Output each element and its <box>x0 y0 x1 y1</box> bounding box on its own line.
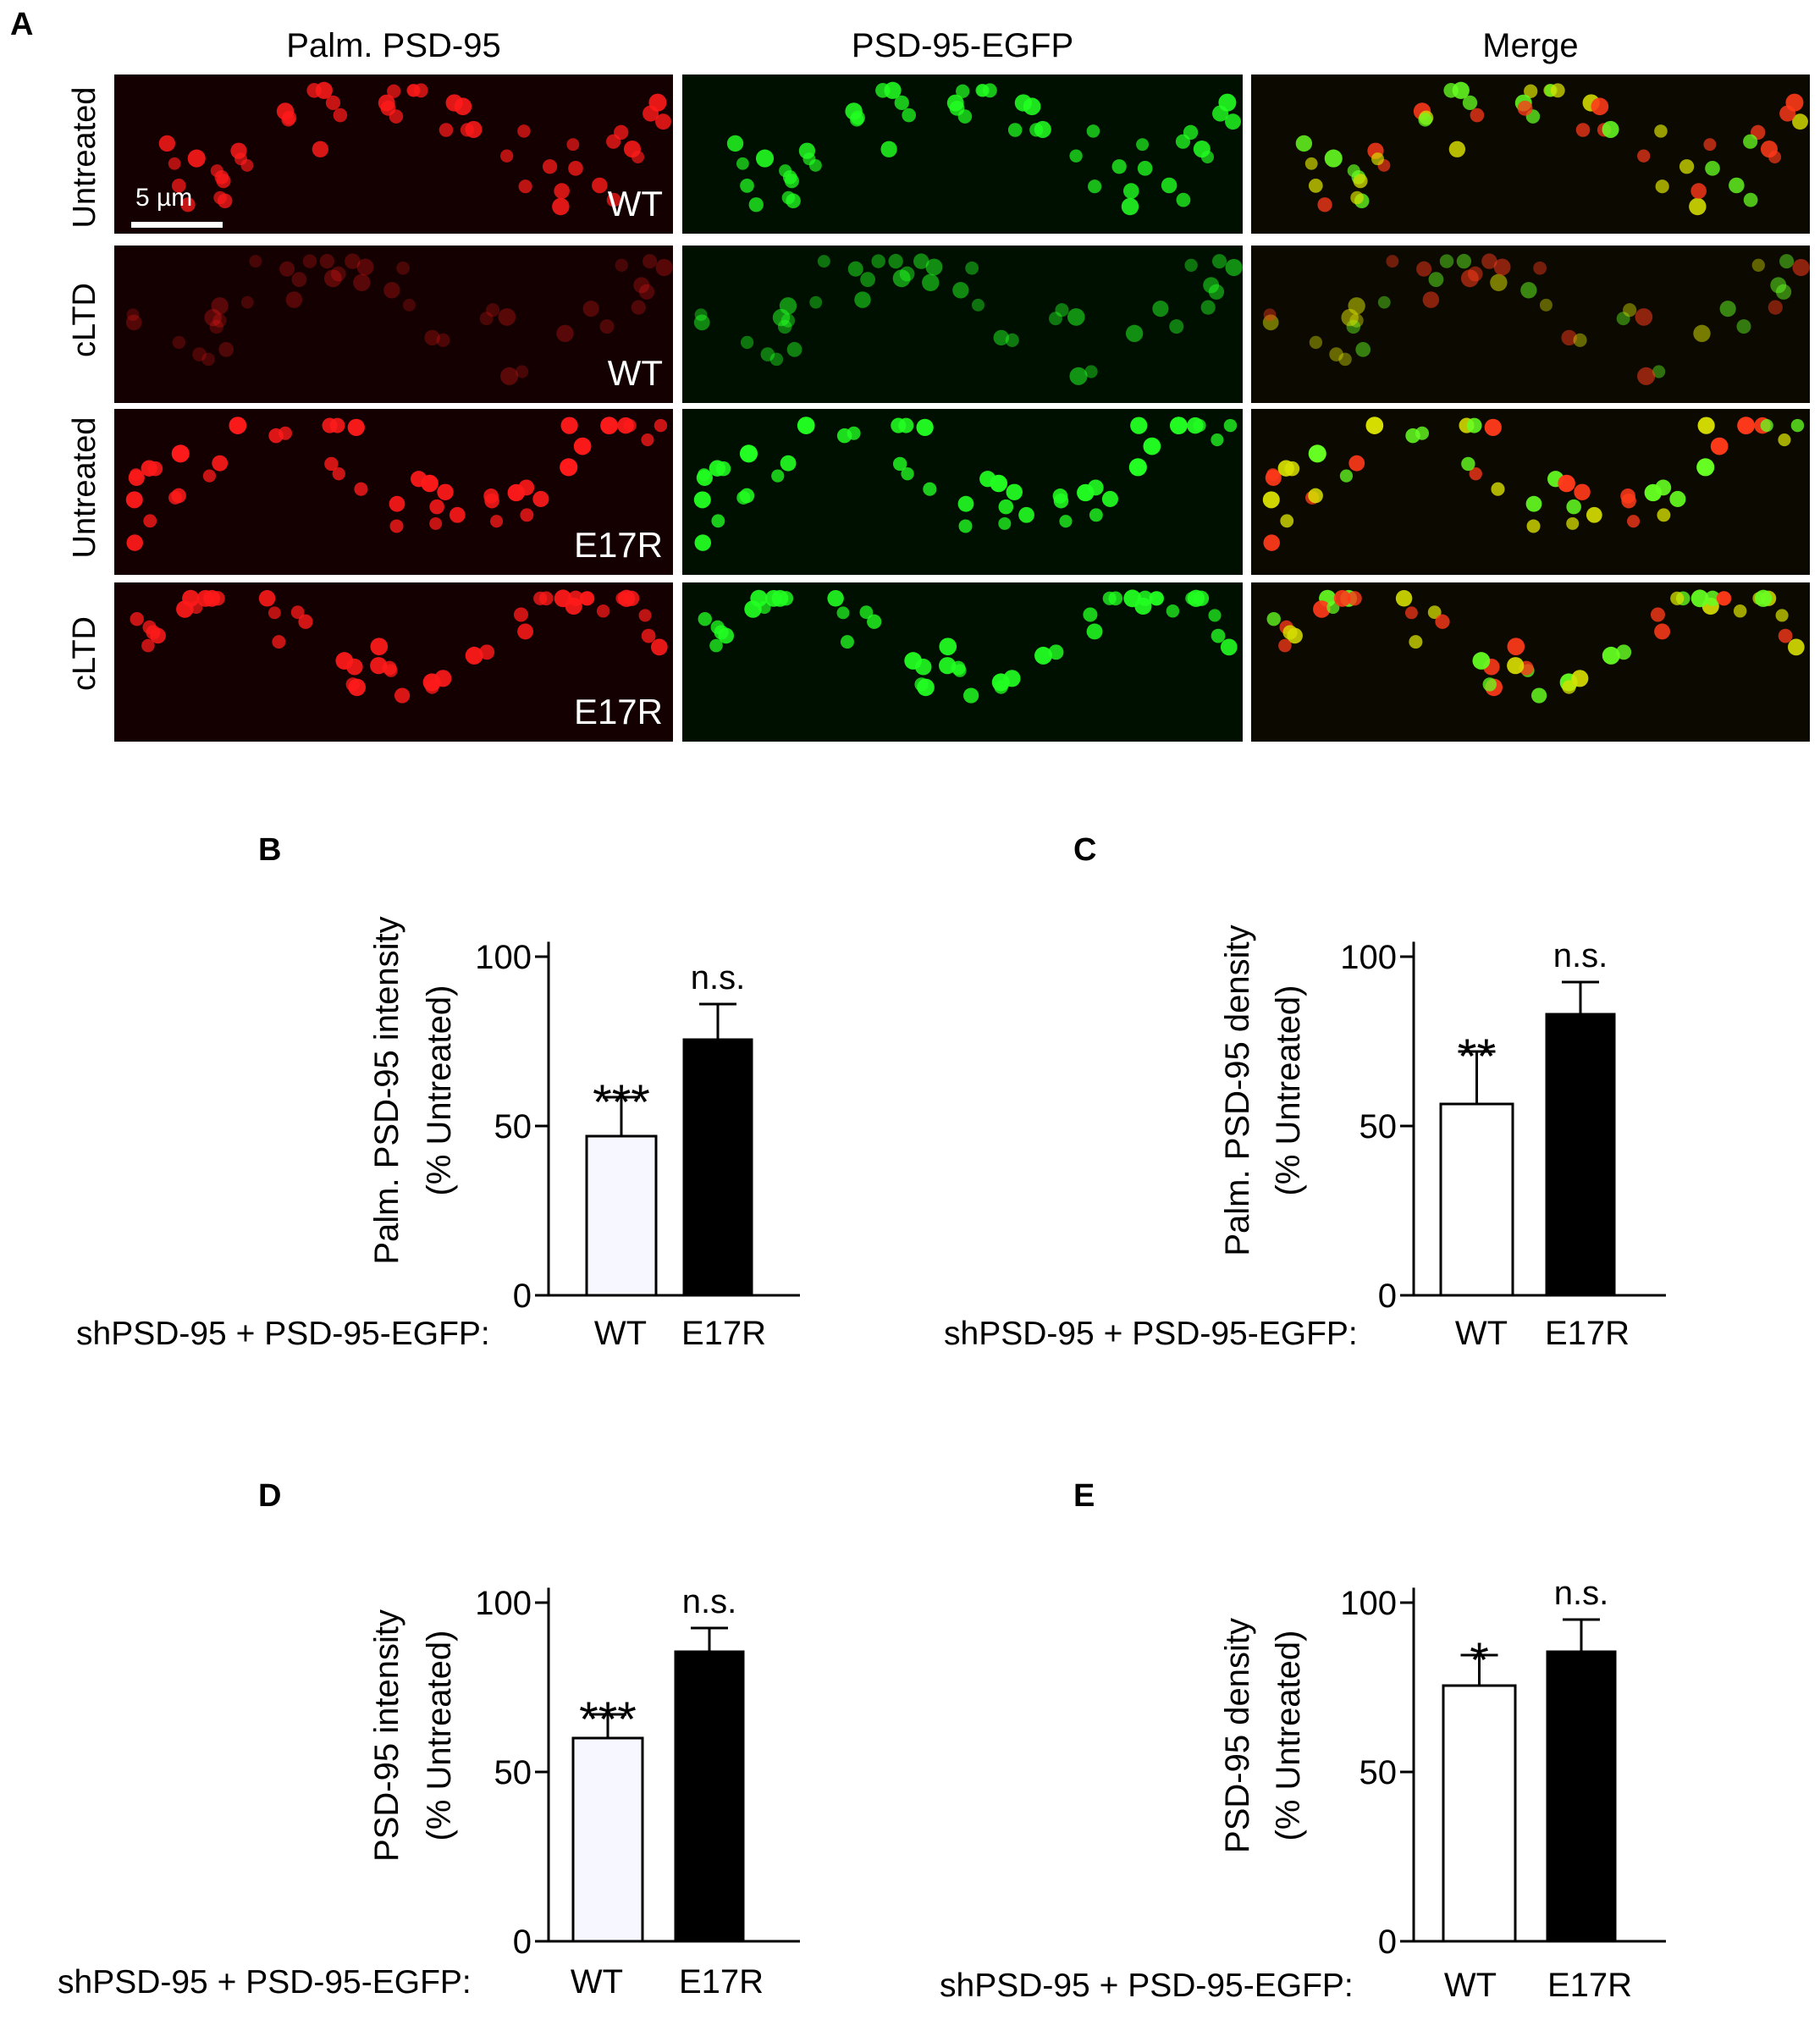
micrograph-merge-row-3 <box>1251 409 1810 575</box>
scale-bar-label: 5 µm <box>135 184 193 212</box>
panel-e-category-wt: WT <box>1444 1967 1497 2004</box>
panel-c-significance-0: ** <box>1458 1029 1496 1085</box>
column-title-palm-psd95: Palm. PSD-95 <box>286 27 501 64</box>
row-label-4: cLTD <box>67 616 102 691</box>
panel-d-category-e17r: E17R <box>679 1963 764 2001</box>
row-label-3: Untreated <box>67 417 102 559</box>
panel-c-x-caption: shPSD-95 + PSD-95-EGFP: <box>944 1316 1358 1352</box>
panel-d-ylabel-line-1: PSD-95 intensity <box>368 1609 405 1862</box>
panel-e-ylabel-line-1: PSD-95 density <box>1219 1618 1256 1853</box>
panel-c-ylabel-line-2: (% Untreated) <box>1270 985 1307 1196</box>
panel-c-category-e17r: E17R <box>1545 1315 1630 1352</box>
panel-b-tick-label-50: 50 <box>494 1108 532 1145</box>
panel-b-ylabel-line-2: (% Untreated) <box>421 985 458 1196</box>
genotype-tag-row-3: E17R <box>573 525 663 565</box>
micrograph-red-row-3 <box>114 409 673 575</box>
panel-d-letter: D <box>258 1478 282 1514</box>
panel-d-category-wt: WT <box>571 1963 623 2001</box>
panel-b-x-caption: shPSD-95 + PSD-95-EGFP: <box>76 1316 490 1352</box>
panel-b-bar-e17r <box>682 1038 753 1297</box>
panel-b-category-e17r: E17R <box>681 1315 766 1352</box>
panel-c-ylabel-line-1: Palm. PSD-95 density <box>1219 924 1256 1256</box>
panel-c-tick-label-50: 50 <box>1359 1108 1398 1145</box>
panel-e-significance-0: * <box>1470 1633 1489 1688</box>
genotype-tag-row-4: E17R <box>573 692 663 731</box>
genotype-tag-row-2: WT <box>607 353 663 393</box>
panel-e-bar-wt <box>1442 1684 1517 1943</box>
micrograph-red-row-1 <box>114 75 673 234</box>
panel-e-significance-1: n.s. <box>1554 1575 1608 1612</box>
panel-d-significance-1: n.s. <box>682 1583 736 1620</box>
micrograph-green-row-1 <box>682 75 1243 234</box>
panel-b-ylabel-line-1: Palm. PSD-95 intensity <box>368 916 405 1264</box>
micrograph-green-row-3 <box>682 409 1243 575</box>
panel-d-tick-label-100: 100 <box>475 1585 532 1622</box>
panel-b-category-wt: WT <box>594 1315 647 1352</box>
row-label-2: cLTD <box>67 283 102 357</box>
panel-b-tick-label-0: 0 <box>513 1278 532 1315</box>
panel-e-x-caption: shPSD-95 + PSD-95-EGFP: <box>940 1968 1354 2004</box>
row-label-1: Untreated <box>67 86 102 229</box>
micrograph-merge-row-1 <box>1251 75 1810 234</box>
panel-b-significance-1: n.s. <box>691 959 745 996</box>
column-title-psd95-egfp: PSD-95-EGFP <box>851 27 1074 64</box>
panel-b-bar-wt <box>585 1134 658 1297</box>
panel-e-bar-e17r <box>1546 1650 1617 1943</box>
panel-b-tick-label-100: 100 <box>475 939 532 976</box>
panel-d-bar-wt <box>571 1736 644 1943</box>
micrograph-red-row-2 <box>114 246 673 403</box>
micrograph-green-row-2 <box>682 246 1243 403</box>
panel-a-letter: A <box>10 7 34 42</box>
panel-d-ylabel-line-2: (% Untreated) <box>421 1631 458 1841</box>
panel-c-significance-1: n.s. <box>1553 937 1608 974</box>
panel-e-tick-label-50: 50 <box>1359 1754 1398 1791</box>
panel-d-tick-label-0: 0 <box>513 1923 532 1961</box>
micrograph-green-row-4 <box>682 582 1243 742</box>
panel-e-ylabel-line-2: (% Untreated) <box>1270 1631 1307 1841</box>
panel-e-tick-label-100: 100 <box>1340 1585 1397 1622</box>
panel-c-letter: C <box>1073 832 1097 868</box>
panel-b-letter: B <box>258 832 282 868</box>
panel-c-category-wt: WT <box>1455 1315 1508 1352</box>
micrograph-red-row-4 <box>114 582 673 742</box>
panel-d-significance-0: *** <box>579 1692 637 1747</box>
scale-bar <box>131 222 223 228</box>
panel-d-bar-e17r <box>674 1650 745 1943</box>
column-title-merge: Merge <box>1482 27 1579 64</box>
panel-c-bar-wt <box>1439 1102 1514 1297</box>
panel-d-tick-label-50: 50 <box>494 1754 532 1791</box>
micrograph-merge-row-4 <box>1251 582 1810 742</box>
panel-c-tick-label-100: 100 <box>1340 939 1397 976</box>
panel-e-category-e17r: E17R <box>1547 1967 1632 2004</box>
panel-d-x-caption: shPSD-95 + PSD-95-EGFP: <box>58 1964 472 2001</box>
panel-e-letter: E <box>1073 1478 1095 1514</box>
panel-e-tick-label-0: 0 <box>1378 1923 1397 1961</box>
panel-c-tick-label-0: 0 <box>1378 1278 1397 1315</box>
panel-b-significance-0: *** <box>593 1075 650 1130</box>
micrograph-merge-row-2 <box>1251 246 1810 403</box>
panel-c-bar-e17r <box>1545 1013 1616 1297</box>
genotype-tag-row-1: WT <box>607 184 663 224</box>
